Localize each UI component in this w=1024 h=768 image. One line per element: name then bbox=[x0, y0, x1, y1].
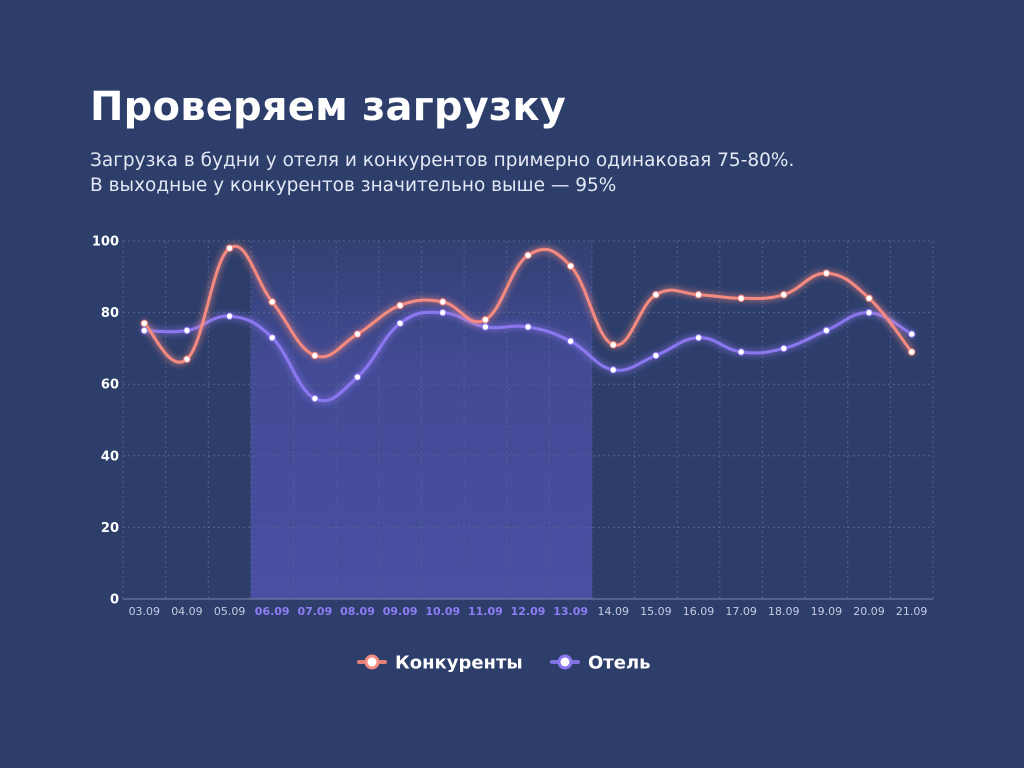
x-tick-label-03.09: 03.09 bbox=[129, 605, 161, 618]
y-tick-label-20: 20 bbox=[101, 521, 119, 536]
series-1-point-17.09 bbox=[737, 294, 745, 302]
x-tick-label-21.09: 21.09 bbox=[896, 605, 928, 618]
subtitle-line-1: Загрузка в будни у отеля и конкурентов п… bbox=[90, 150, 795, 171]
highlight-band bbox=[250, 241, 592, 599]
series-2-point-10.09 bbox=[439, 308, 447, 317]
legend-item-1: Конкуренты bbox=[357, 653, 523, 674]
x-tick-label-04.09: 04.09 bbox=[171, 605, 203, 618]
series-1-point-15.09 bbox=[652, 291, 660, 299]
series-1-point-08.09 bbox=[353, 330, 362, 338]
series-2-point-12.09 bbox=[524, 323, 532, 331]
x-tick-label-09.09: 09.09 bbox=[383, 605, 418, 618]
series-1-point-21.09 bbox=[907, 348, 916, 356]
series-1-point-12.09 bbox=[524, 251, 532, 260]
x-tick-label-14.09: 14.09 bbox=[598, 605, 630, 618]
series-1-point-19.09 bbox=[822, 269, 831, 277]
y-tick-label-100: 100 bbox=[92, 235, 119, 250]
x-tick-label-19.09: 19.09 bbox=[811, 605, 843, 618]
series-2-point-19.09 bbox=[822, 326, 831, 335]
series-1-point-10.09 bbox=[439, 298, 447, 306]
x-tick-label-17.09: 17.09 bbox=[725, 605, 757, 618]
x-tick-label-06.09: 06.09 bbox=[255, 605, 290, 618]
x-tick-label-13.09: 13.09 bbox=[553, 605, 588, 618]
slide-subtitle: Загрузка в будни у отеля и конкурентов п… bbox=[90, 148, 794, 198]
x-tick-label-20.09: 20.09 bbox=[853, 605, 885, 618]
series-2-point-17.09 bbox=[737, 348, 745, 356]
series-1-point-09.09 bbox=[396, 301, 404, 310]
y-tick-label-60: 60 bbox=[101, 378, 119, 393]
series-2-point-11.09 bbox=[481, 323, 490, 331]
series-1-point-18.09 bbox=[780, 291, 788, 299]
series-1-point-20.09 bbox=[865, 294, 873, 302]
x-tick-label-11.09: 11.09 bbox=[468, 605, 503, 618]
series-2-point-08.09 bbox=[353, 373, 362, 381]
series-2-point-16.09 bbox=[694, 333, 703, 342]
x-tick-label-16.09: 16.09 bbox=[683, 605, 715, 618]
series-2-point-03.09 bbox=[140, 326, 149, 335]
series-2-point-05.09 bbox=[225, 312, 234, 320]
series-2-point-04.09 bbox=[183, 326, 191, 335]
legend-item-1-label: Конкуренты bbox=[395, 653, 523, 674]
y-tick-label-40: 40 bbox=[101, 449, 119, 464]
y-tick-label-0: 0 bbox=[110, 593, 119, 608]
series-1-point-13.09 bbox=[566, 262, 575, 270]
series-2-point-18.09 bbox=[780, 344, 788, 353]
legend-item-2-label: Отель bbox=[588, 653, 651, 674]
legend-item-2: Отель bbox=[550, 653, 651, 674]
x-tick-label-12.09: 12.09 bbox=[511, 605, 546, 618]
legend-item-1-marker bbox=[364, 654, 380, 670]
slide-title: Проверяем загрузку bbox=[90, 84, 567, 130]
series-1-point-07.09 bbox=[311, 351, 319, 360]
series-2-point-15.09 bbox=[652, 351, 660, 360]
series-2-point-09.09 bbox=[396, 319, 404, 328]
series-1-point-16.09 bbox=[694, 291, 703, 299]
series-1-point-06.09 bbox=[268, 298, 276, 306]
series-2-point-21.09 bbox=[907, 330, 916, 338]
series-2-point-07.09 bbox=[311, 394, 319, 403]
x-tick-label-15.09: 15.09 bbox=[640, 605, 672, 618]
x-tick-label-05.09: 05.09 bbox=[214, 605, 246, 618]
y-tick-label-80: 80 bbox=[101, 306, 119, 321]
series-2-point-06.09 bbox=[268, 333, 276, 342]
x-tick-label-18.09: 18.09 bbox=[768, 605, 800, 618]
x-tick-label-10.09: 10.09 bbox=[425, 605, 460, 618]
series-2-point-14.09 bbox=[609, 366, 617, 374]
series-1-point-05.09 bbox=[225, 244, 234, 252]
series-1-point-14.09 bbox=[609, 341, 617, 349]
series-1-point-03.09 bbox=[140, 319, 149, 328]
series-2-point-20.09 bbox=[865, 308, 873, 317]
subtitle-line-2: В выходные у конкурентов значительно выш… bbox=[90, 175, 617, 196]
series-1-point-04.09 bbox=[183, 355, 191, 363]
x-tick-label-08.09: 08.09 bbox=[340, 605, 375, 618]
series-1-point-11.09 bbox=[481, 316, 490, 324]
series-2-point-13.09 bbox=[566, 337, 575, 345]
x-tick-label-07.09: 07.09 bbox=[297, 605, 332, 618]
legend-item-2-marker bbox=[557, 654, 573, 670]
